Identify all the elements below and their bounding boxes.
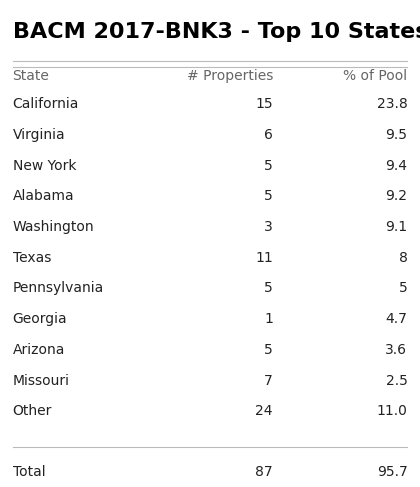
Text: 9.4: 9.4 (386, 159, 407, 173)
Text: 11.0: 11.0 (376, 404, 407, 418)
Text: BACM 2017-BNK3 - Top 10 States: BACM 2017-BNK3 - Top 10 States (13, 22, 420, 42)
Text: 11: 11 (255, 251, 273, 265)
Text: 9.2: 9.2 (386, 189, 407, 204)
Text: 3: 3 (264, 220, 273, 234)
Text: Arizona: Arizona (13, 343, 65, 357)
Text: 8: 8 (399, 251, 407, 265)
Text: Georgia: Georgia (13, 312, 67, 326)
Text: % of Pool: % of Pool (343, 69, 407, 83)
Text: Total: Total (13, 465, 45, 479)
Text: 5: 5 (399, 281, 407, 296)
Text: Texas: Texas (13, 251, 51, 265)
Text: 5: 5 (264, 189, 273, 204)
Text: New York: New York (13, 159, 76, 173)
Text: 87: 87 (255, 465, 273, 479)
Text: 6: 6 (264, 128, 273, 142)
Text: 5: 5 (264, 343, 273, 357)
Text: 7: 7 (264, 374, 273, 388)
Text: Washington: Washington (13, 220, 94, 234)
Text: 2.5: 2.5 (386, 374, 407, 388)
Text: Pennsylvania: Pennsylvania (13, 281, 104, 296)
Text: 5: 5 (264, 281, 273, 296)
Text: 15: 15 (255, 97, 273, 112)
Text: 9.5: 9.5 (386, 128, 407, 142)
Text: 3.6: 3.6 (386, 343, 407, 357)
Text: 4.7: 4.7 (386, 312, 407, 326)
Text: Missouri: Missouri (13, 374, 70, 388)
Text: 5: 5 (264, 159, 273, 173)
Text: Other: Other (13, 404, 52, 418)
Text: 9.1: 9.1 (385, 220, 407, 234)
Text: # Properties: # Properties (186, 69, 273, 83)
Text: Virginia: Virginia (13, 128, 65, 142)
Text: 95.7: 95.7 (377, 465, 407, 479)
Text: 1: 1 (264, 312, 273, 326)
Text: 23.8: 23.8 (377, 97, 407, 112)
Text: California: California (13, 97, 79, 112)
Text: State: State (13, 69, 50, 83)
Text: 24: 24 (255, 404, 273, 418)
Text: Alabama: Alabama (13, 189, 74, 204)
